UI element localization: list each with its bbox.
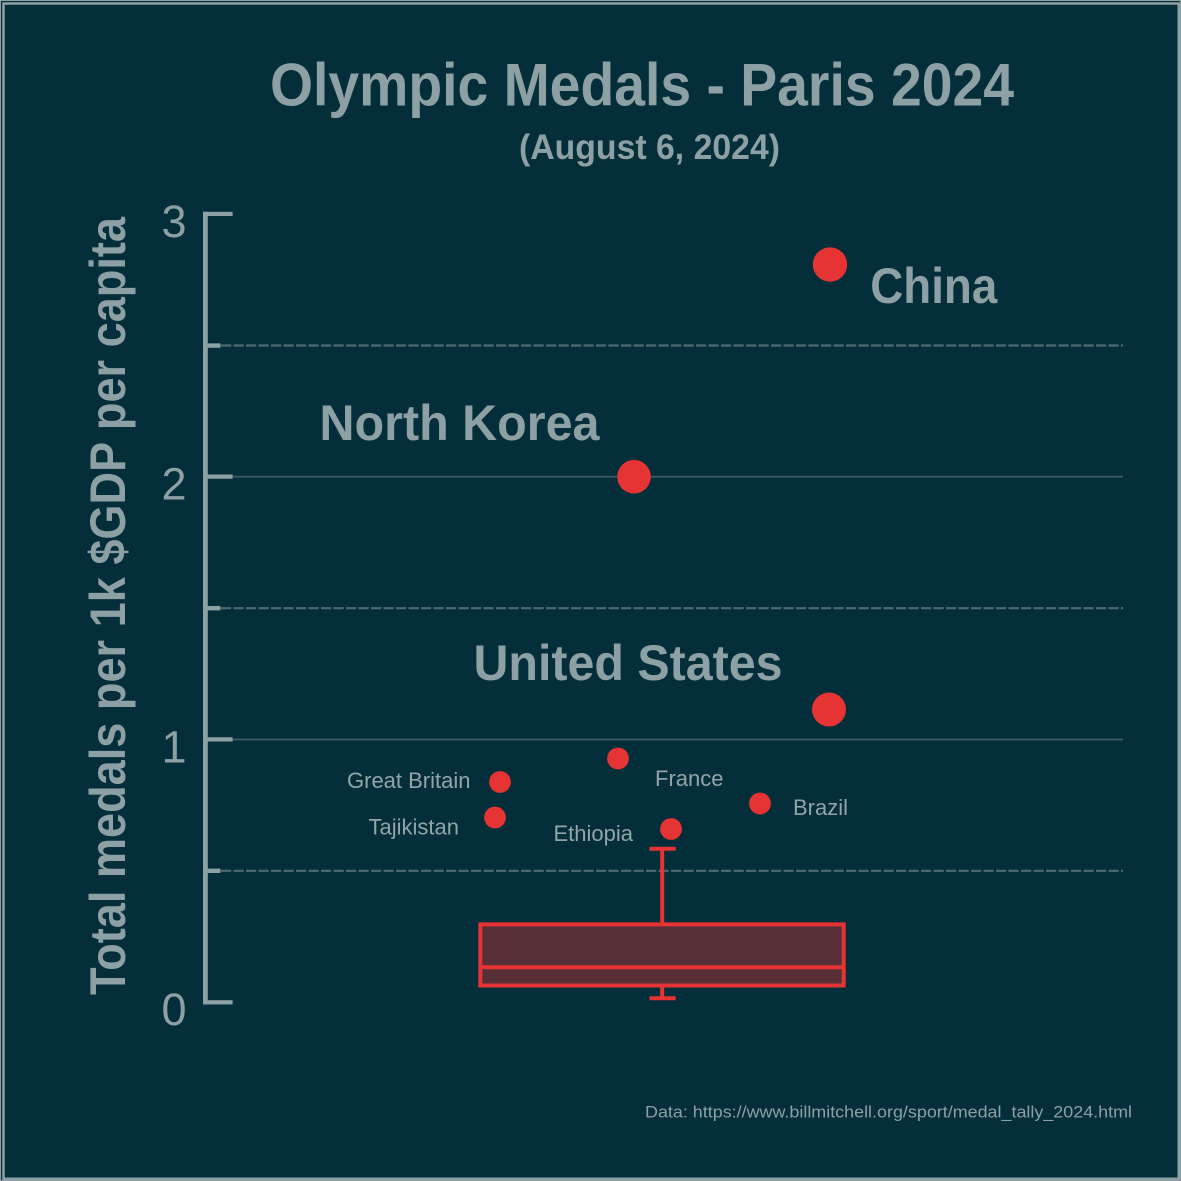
- svg-text:Data: https://www.billmitchell: Data: https://www.billmitchell.org/sport…: [645, 1103, 1132, 1122]
- svg-text:China: China: [870, 258, 998, 314]
- svg-text:United States: United States: [474, 635, 783, 691]
- svg-text:North Korea: North Korea: [320, 395, 601, 451]
- svg-text:Great Britain: Great Britain: [347, 768, 471, 793]
- svg-text:Ethiopia: Ethiopia: [553, 821, 633, 846]
- svg-text:Tajikistan: Tajikistan: [369, 815, 459, 840]
- svg-text:Olympic Medals - Paris 2024: Olympic Medals - Paris 2024: [270, 52, 1015, 119]
- svg-text:2: 2: [161, 459, 186, 510]
- svg-text:3: 3: [161, 196, 186, 247]
- svg-text:(August 6, 2024): (August 6, 2024): [519, 127, 780, 167]
- svg-text:1: 1: [161, 721, 186, 772]
- svg-text:Brazil: Brazil: [793, 795, 848, 820]
- svg-text:France: France: [655, 766, 723, 791]
- svg-text:Total medals per 1k $GDP per c: Total medals per 1k $GDP per capita: [80, 216, 136, 995]
- svg-text:0: 0: [161, 984, 186, 1035]
